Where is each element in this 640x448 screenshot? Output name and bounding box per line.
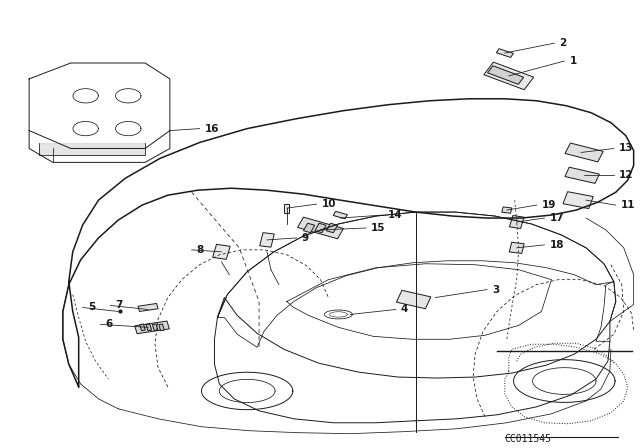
Text: 19: 19 [541, 200, 556, 210]
Bar [159, 324, 164, 331]
Text: 15: 15 [371, 223, 386, 233]
Bar [284, 204, 289, 212]
Text: 14: 14 [388, 210, 403, 220]
Bar [326, 223, 337, 233]
Bar [134, 321, 170, 334]
Text: 13: 13 [619, 143, 634, 154]
Text: CC011545: CC011545 [505, 434, 552, 444]
Text: 1: 1 [570, 56, 577, 66]
Text: 2: 2 [559, 38, 566, 48]
Text: 3: 3 [492, 284, 499, 295]
Bar [315, 223, 326, 233]
Bar [502, 207, 512, 213]
Text: 4: 4 [401, 305, 408, 314]
Text: 11: 11 [621, 200, 636, 210]
Bar [565, 143, 604, 162]
Text: 6: 6 [106, 319, 113, 329]
Bar [298, 217, 344, 239]
Bar [565, 167, 600, 183]
Text: 18: 18 [550, 240, 564, 250]
Bar [488, 66, 524, 84]
Bar [140, 324, 145, 331]
Text: 17: 17 [550, 213, 564, 223]
Bar [303, 223, 315, 233]
Bar [509, 242, 524, 254]
Text: 9: 9 [302, 233, 309, 243]
Bar [212, 244, 230, 259]
Bar [396, 290, 431, 309]
Bar [138, 303, 158, 311]
Text: 7: 7 [115, 301, 123, 310]
Bar [146, 324, 152, 331]
Text: 10: 10 [322, 199, 336, 209]
Text: 5: 5 [88, 302, 95, 312]
Bar [260, 233, 275, 247]
Text: 16: 16 [205, 124, 219, 134]
Text: 8: 8 [196, 245, 204, 255]
Bar [563, 192, 593, 209]
Bar [484, 62, 534, 90]
Bar [496, 49, 513, 57]
Bar [509, 215, 524, 228]
Bar [152, 324, 158, 331]
Text: 12: 12 [619, 170, 634, 180]
Bar [333, 211, 348, 219]
Polygon shape [39, 142, 145, 155]
